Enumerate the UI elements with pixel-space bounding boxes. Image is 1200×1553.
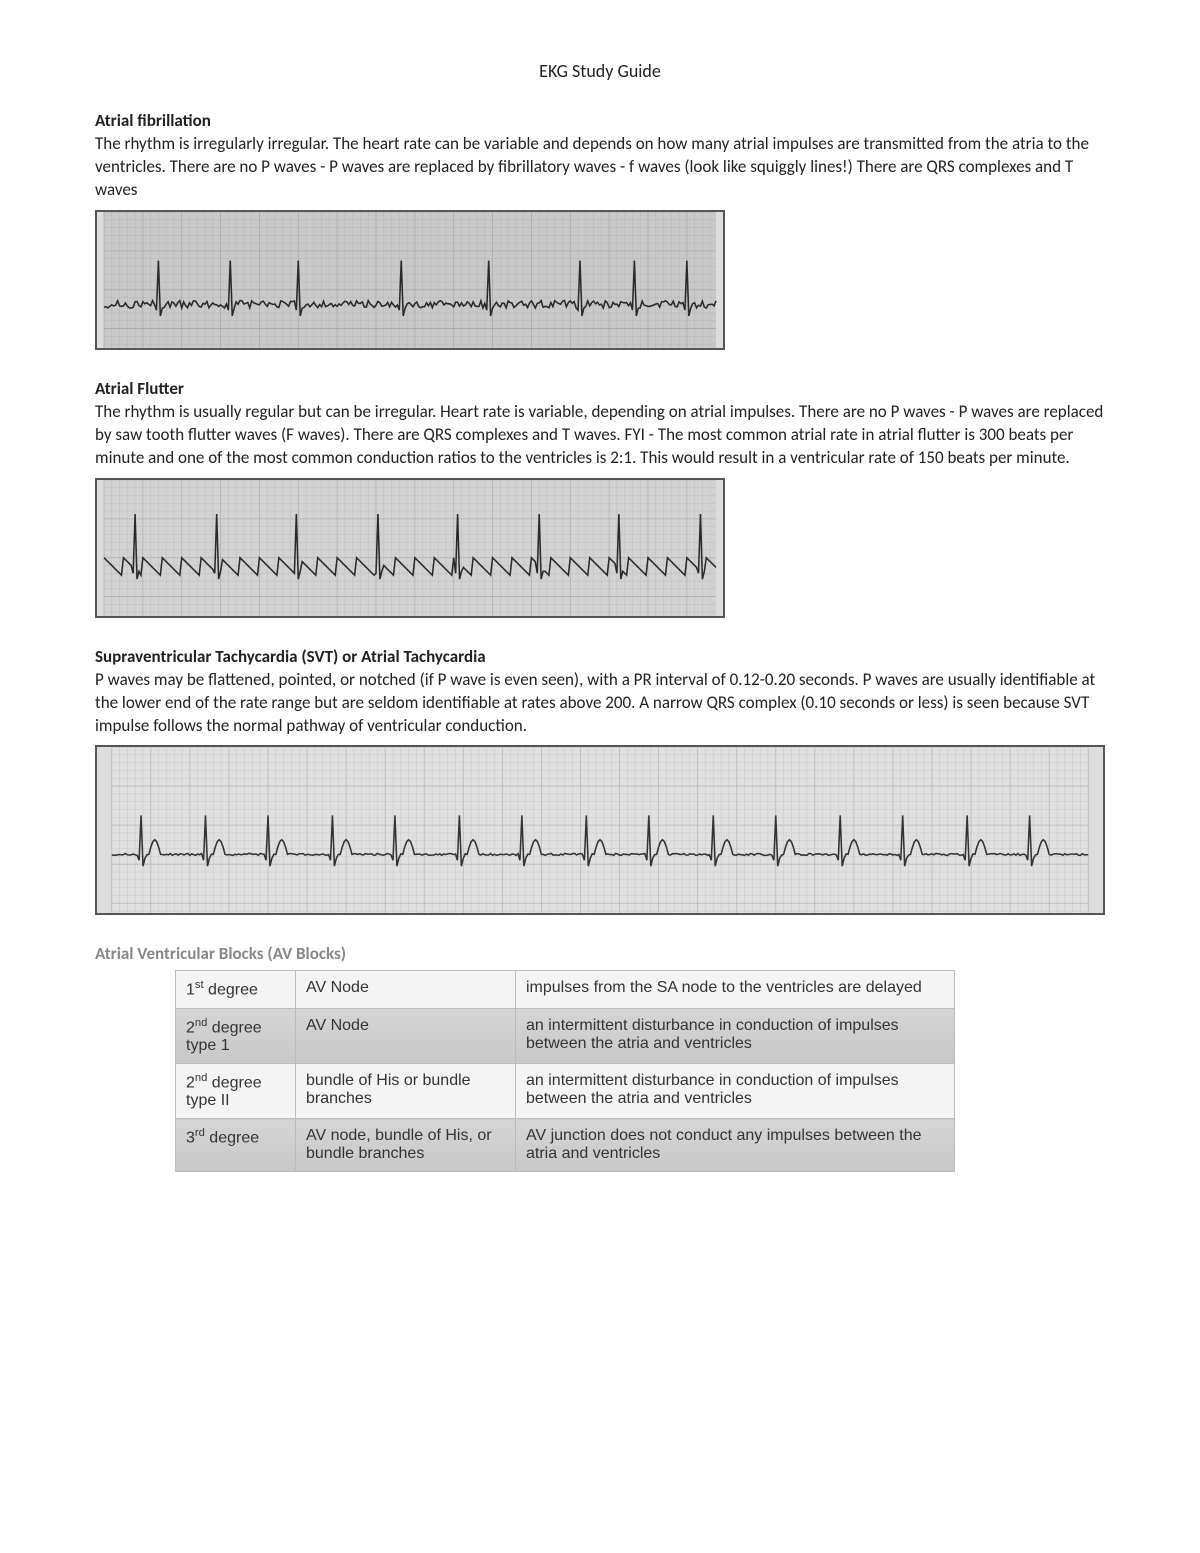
afib-ekg-strip	[95, 210, 725, 350]
aflutter-heading: Atrial Flutter	[95, 378, 1105, 399]
location-cell: AV Node	[296, 971, 516, 1008]
afib-body: The rhythm is irregularly irregular. The…	[95, 133, 1105, 202]
location-cell: AV Node	[296, 1008, 516, 1063]
degree-cell: 3rd degree	[176, 1119, 296, 1172]
section-avblocks: Atrial Ventricular Blocks (AV Blocks) 1s…	[95, 943, 1105, 1172]
svt-body: P waves may be flattened, pointed, or no…	[95, 669, 1105, 738]
degree-cell: 2nd degree type II	[176, 1064, 296, 1119]
desc-cell: impulses from the SA node to the ventric…	[516, 971, 955, 1008]
avblocks-table: 1st degreeAV Nodeimpulses from the SA no…	[175, 970, 955, 1172]
location-cell: AV node, bundle of His, or bundle branch…	[296, 1119, 516, 1172]
avblocks-heading: Atrial Ventricular Blocks (AV Blocks)	[95, 943, 1105, 964]
desc-cell: an intermittent disturbance in conductio…	[516, 1008, 955, 1063]
afib-heading: Atrial fibrillation	[95, 110, 1105, 131]
section-afib: Atrial fibrillation The rhythm is irregu…	[95, 110, 1105, 350]
desc-cell: AV junction does not conduct any impulse…	[516, 1119, 955, 1172]
svt-heading: Supraventricular Tachycardia (SVT) or At…	[95, 646, 1105, 667]
page-title: EKG Study Guide	[95, 60, 1105, 82]
section-aflutter: Atrial Flutter The rhythm is usually reg…	[95, 378, 1105, 618]
aflutter-ekg-strip	[95, 478, 725, 618]
degree-cell: 2nd degree type 1	[176, 1008, 296, 1063]
desc-cell: an intermittent disturbance in conductio…	[516, 1064, 955, 1119]
degree-cell: 1st degree	[176, 971, 296, 1008]
table-row: 1st degreeAV Nodeimpulses from the SA no…	[176, 971, 955, 1008]
svt-ekg-strip	[95, 745, 1105, 915]
location-cell: bundle of His or bundle branches	[296, 1064, 516, 1119]
table-row: 2nd degree type IIbundle of His or bundl…	[176, 1064, 955, 1119]
table-row: 3rd degreeAV node, bundle of His, or bun…	[176, 1119, 955, 1172]
section-svt: Supraventricular Tachycardia (SVT) or At…	[95, 646, 1105, 916]
table-row: 2nd degree type 1AV Nodean intermittent …	[176, 1008, 955, 1063]
aflutter-body: The rhythm is usually regular but can be…	[95, 401, 1105, 470]
